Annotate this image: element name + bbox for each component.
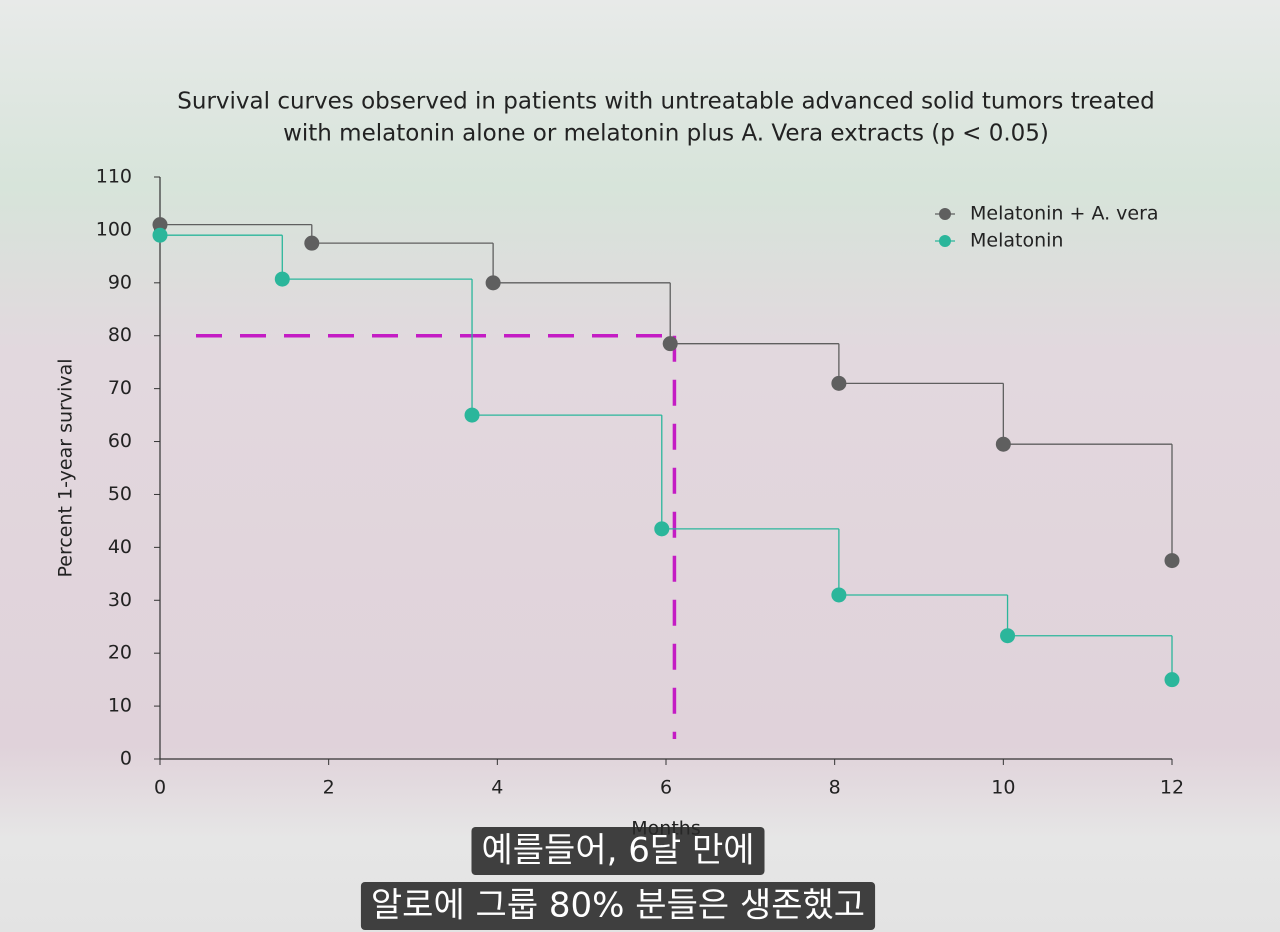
subtitle-box xyxy=(360,882,876,930)
y-tick-label: 40 xyxy=(108,536,132,558)
x-tick-label: 0 xyxy=(154,777,166,799)
data-point xyxy=(654,521,670,537)
data-point xyxy=(1164,553,1180,569)
x-tick-label: 8 xyxy=(829,777,841,799)
y-tick-label: 20 xyxy=(108,642,132,664)
legend-marker xyxy=(939,235,951,247)
data-point xyxy=(274,271,290,287)
subtitle: 알로에 그룹 80% 분들은 생존했고 xyxy=(371,886,865,926)
y-tick-label: 50 xyxy=(108,483,132,505)
chart-title: with melatonin alone or melatonin plus A… xyxy=(283,121,1049,147)
data-point xyxy=(1164,672,1180,688)
legend-label: Melatonin + A. vera xyxy=(970,203,1159,225)
x-tick-label: 6 xyxy=(660,777,672,799)
subtitle: 예를들어, 6달 만에 xyxy=(481,831,754,871)
chart-title: Survival curves observed in patients wit… xyxy=(177,89,1154,115)
data-point xyxy=(662,336,678,352)
data-point xyxy=(995,436,1011,452)
data-point xyxy=(152,227,168,243)
y-tick-label: 110 xyxy=(96,166,132,188)
data-point xyxy=(485,275,501,291)
data-point xyxy=(152,217,168,233)
data-point xyxy=(831,375,847,391)
y-tick-label: 0 xyxy=(120,748,132,770)
x-tick-label: 2 xyxy=(323,777,335,799)
y-tick-label: 70 xyxy=(108,377,132,399)
x-tick-label: 12 xyxy=(1160,777,1184,799)
legend-marker xyxy=(939,208,951,220)
subtitle-box xyxy=(471,827,765,875)
y-tick-label: 100 xyxy=(96,218,132,240)
data-point xyxy=(831,587,847,603)
y-tick-label: 60 xyxy=(108,430,132,452)
data-point xyxy=(1000,628,1016,644)
data-point xyxy=(304,235,320,251)
y-axis-label: Percent 1-year survival xyxy=(55,358,77,577)
y-tick-label: 10 xyxy=(108,695,132,717)
data-point xyxy=(464,407,480,423)
y-tick-label: 90 xyxy=(108,271,132,293)
y-tick-label: 80 xyxy=(108,324,132,346)
x-tick-label: 10 xyxy=(991,777,1015,799)
x-tick-label: 4 xyxy=(491,777,503,799)
legend-label: Melatonin xyxy=(970,230,1063,252)
y-tick-label: 30 xyxy=(108,589,132,611)
